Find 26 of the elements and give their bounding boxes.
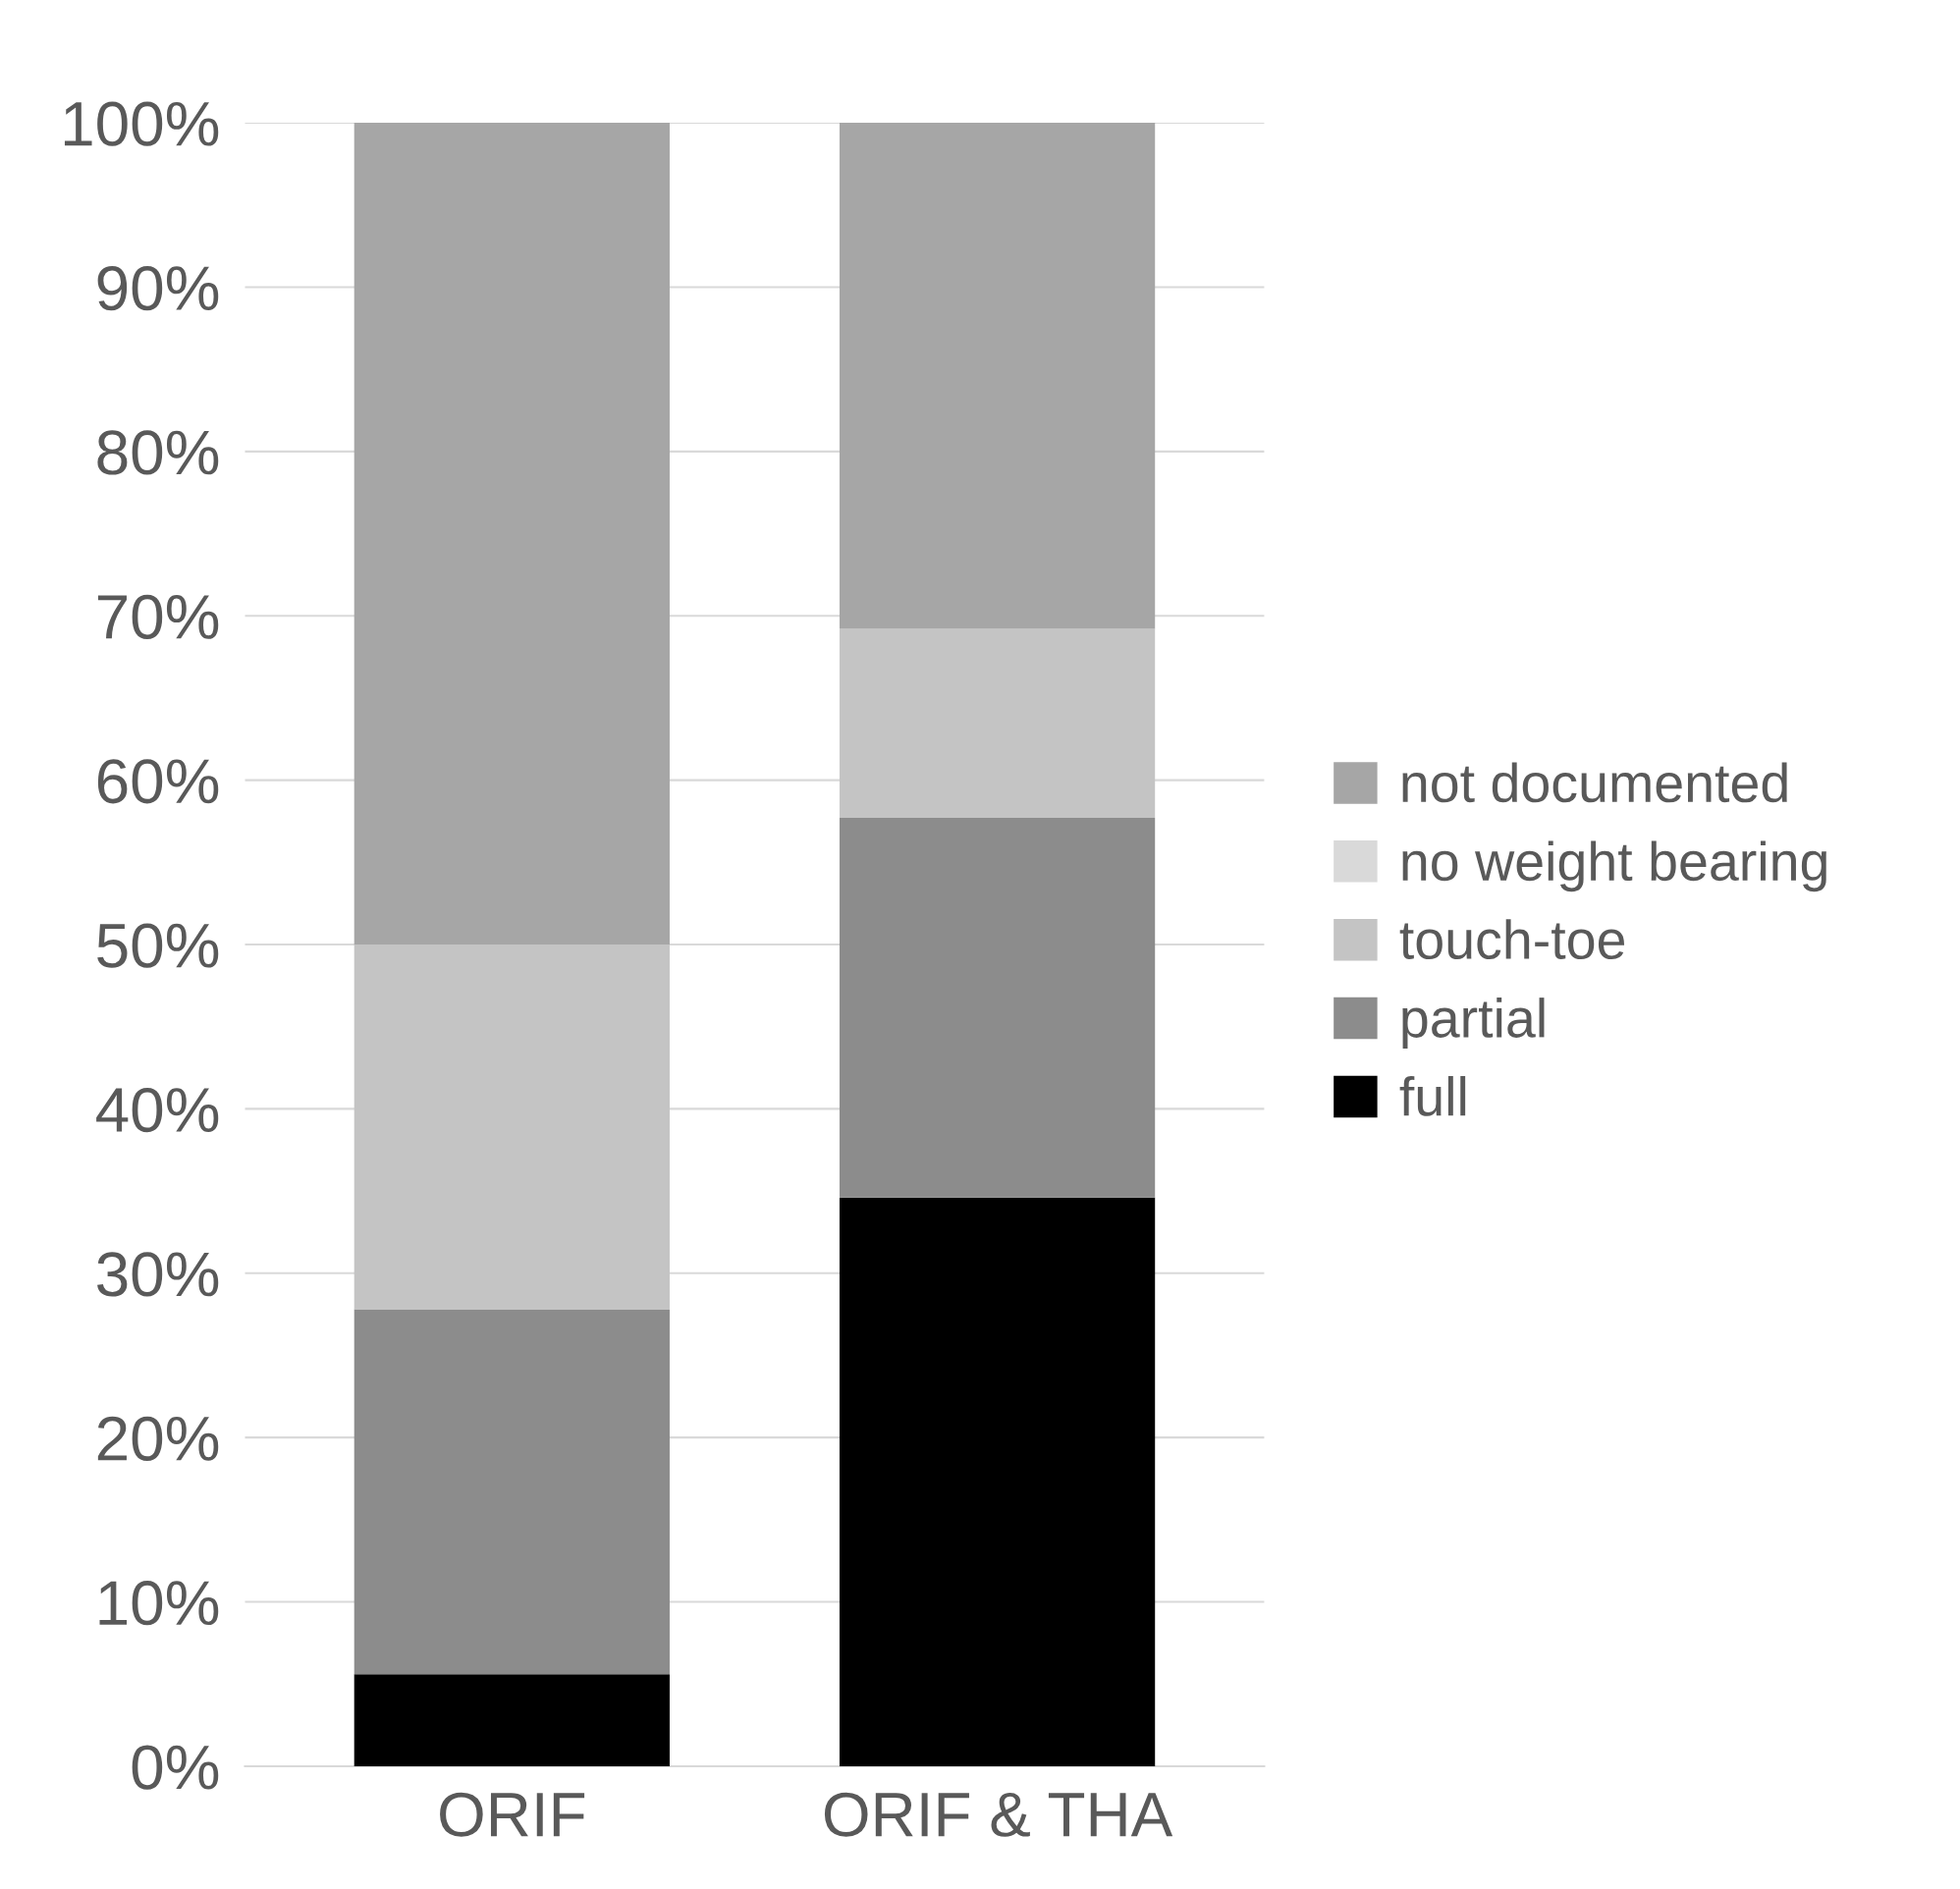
y-tick-label: 20% [97, 1416, 219, 1461]
bar [839, 123, 1156, 629]
y-tick-label: 60% [97, 759, 219, 804]
legend-label: partial [1402, 998, 1545, 1049]
legend-label: not documented [1402, 762, 1787, 803]
bar [839, 818, 1156, 1198]
y-tick-label: 70% [97, 594, 219, 639]
x-tick-label: ORIF [440, 1792, 585, 1837]
bar [839, 628, 1156, 819]
y-tick-label: 80% [97, 430, 219, 475]
x-tick-label: ORIF & THA [824, 1792, 1173, 1837]
bar [839, 1197, 1156, 1766]
legend-label: full [1399, 1075, 1466, 1116]
bar [354, 1674, 670, 1766]
bar [354, 123, 670, 944]
bar [354, 1309, 670, 1675]
y-tick-label: 50% [97, 923, 219, 968]
legend-label: touch-toe [1399, 919, 1625, 960]
y-tick-label: 10% [99, 1581, 219, 1626]
legend-label: no weight bearing [1402, 840, 1826, 892]
bar [354, 944, 670, 1310]
y-tick-label: 30% [97, 1252, 219, 1297]
y-tick-label: 40% [96, 1087, 219, 1133]
y-tick-label: 100% [64, 101, 219, 146]
y-tick-label: 90% [97, 265, 219, 311]
y-tick-label: 0% [132, 1745, 219, 1790]
